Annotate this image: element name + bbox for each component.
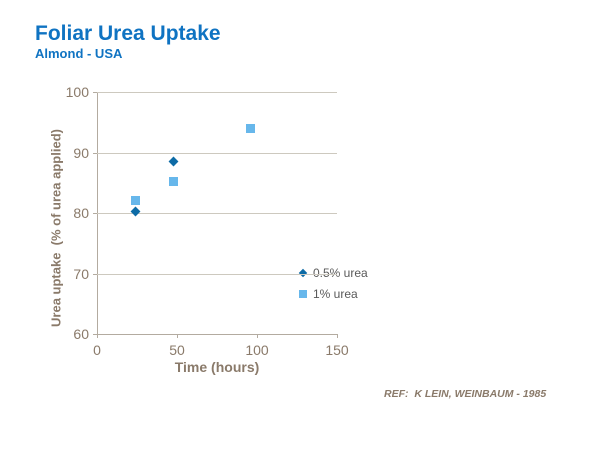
x-tick-label-150: 150 (325, 342, 349, 358)
x-tick-label-50: 50 (169, 342, 185, 358)
legend-label: 1% urea (313, 286, 358, 301)
y-tick-label-90: 90 (73, 144, 89, 161)
legend: 0.5% urea 1% urea (297, 262, 368, 304)
x-tick-100 (257, 334, 258, 338)
square-icon (299, 289, 307, 298)
x-tick-label-0: 0 (93, 342, 101, 358)
gridline-y-100 (97, 92, 337, 93)
data-point-0-5-urea (168, 156, 179, 167)
y-axis-line (97, 92, 98, 338)
reference-citation: REF: K LEIN, WEINBAUM - 1985 (384, 388, 547, 400)
data-point-1-urea (130, 196, 140, 206)
diamond-marker-icon (297, 268, 309, 277)
chart-title: Foliar Urea Uptake (35, 22, 221, 45)
legend-item-1-urea: 1% urea (297, 283, 368, 304)
y-tick-label-70: 70 (73, 265, 89, 282)
data-point-1-urea (246, 123, 256, 133)
plot-area: 0.5% urea 1% urea 60 70 80 90 100 0 50 100 150 (66, 84, 368, 358)
y-tick-80 (93, 213, 97, 214)
gridline-y-70 (97, 273, 337, 275)
x-tick-label-100: 100 (245, 342, 269, 358)
data-point-0-5-urea (130, 206, 141, 217)
y-tick-100 (93, 92, 97, 93)
y-tick-label-100: 100 (65, 84, 89, 100)
x-tick-150 (337, 334, 338, 338)
chart-subtitle: Almond - USA (35, 46, 123, 61)
y-tick-label-80: 80 (73, 205, 89, 221)
x-axis-title: Time (hours) (174, 359, 260, 375)
gridline-y-80 (97, 213, 337, 214)
x-tick-0 (97, 334, 98, 338)
gridline-y-90 (97, 152, 337, 154)
y-tick-label-60: 60 (73, 326, 89, 342)
diamond-icon (298, 268, 308, 277)
y-tick-70 (93, 273, 97, 275)
legend-label: 0.5% urea (313, 265, 368, 280)
square-marker-icon (297, 289, 309, 298)
y-tick-90 (93, 152, 97, 154)
data-point-1-urea (169, 177, 179, 187)
x-axis-line (93, 334, 338, 335)
x-tick-50 (177, 334, 178, 338)
legend-item-0-5-urea: 0.5% urea (297, 262, 368, 283)
y-tick-60 (93, 334, 97, 335)
